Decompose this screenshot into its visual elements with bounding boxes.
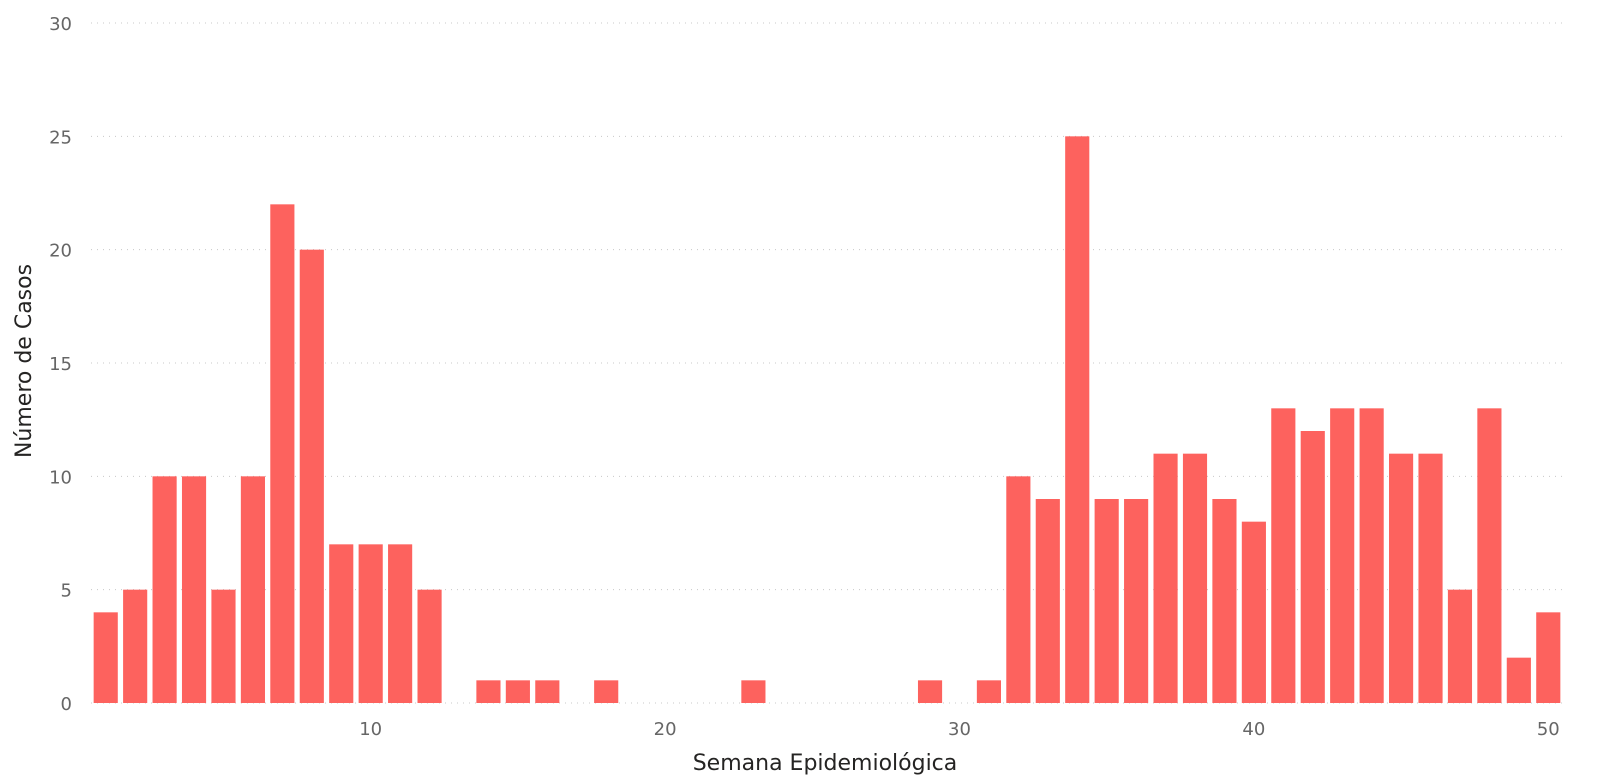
bar-week-38[interactable] xyxy=(1183,454,1207,703)
bar-week-14[interactable] xyxy=(476,680,500,703)
bar-week-49[interactable] xyxy=(1507,658,1531,703)
bar-week-12[interactable] xyxy=(417,590,441,703)
bar-week-34[interactable] xyxy=(1065,136,1089,703)
y-tick-label: 15 xyxy=(49,354,72,375)
x-tick-label: 50 xyxy=(1537,719,1560,740)
bar-week-44[interactable] xyxy=(1360,408,1384,703)
x-axis-title: Semana Epidemiológica xyxy=(693,751,958,776)
y-axis-title: Número de Casos xyxy=(12,264,37,458)
bar-week-10[interactable] xyxy=(359,544,383,703)
bar-week-16[interactable] xyxy=(535,680,559,703)
y-axis-ticks: 0 5 10 15 20 25 30 xyxy=(49,14,72,715)
bar-week-3[interactable] xyxy=(153,476,177,703)
bar-week-36[interactable] xyxy=(1124,499,1148,703)
bar-week-37[interactable] xyxy=(1153,454,1177,703)
x-axis-ticks: 10 20 30 40 50 xyxy=(359,719,1560,740)
bar-week-5[interactable] xyxy=(211,590,235,703)
x-tick-label: 10 xyxy=(359,719,382,740)
y-tick-label: 20 xyxy=(49,241,72,262)
bar-week-6[interactable] xyxy=(241,476,265,703)
bar-week-31[interactable] xyxy=(977,680,1001,703)
bar-week-2[interactable] xyxy=(123,590,147,703)
y-tick-label: 0 xyxy=(61,694,72,715)
y-tick-label: 10 xyxy=(49,467,72,488)
bar-week-32[interactable] xyxy=(1006,476,1030,703)
bar-week-33[interactable] xyxy=(1036,499,1060,703)
bar-week-48[interactable] xyxy=(1477,408,1501,703)
y-tick-label: 5 xyxy=(61,581,72,602)
bar-week-43[interactable] xyxy=(1330,408,1354,703)
bar-week-45[interactable] xyxy=(1389,454,1413,703)
x-tick-label: 40 xyxy=(1242,719,1265,740)
bar-week-42[interactable] xyxy=(1301,431,1325,703)
x-tick-label: 30 xyxy=(948,719,971,740)
bar-week-46[interactable] xyxy=(1418,454,1442,703)
bars xyxy=(94,136,1561,703)
bar-week-15[interactable] xyxy=(506,680,530,703)
x-tick-label: 20 xyxy=(654,719,677,740)
bar-week-8[interactable] xyxy=(300,250,324,703)
bar-week-11[interactable] xyxy=(388,544,412,703)
bar-week-9[interactable] xyxy=(329,544,353,703)
bar-week-39[interactable] xyxy=(1212,499,1236,703)
bar-week-41[interactable] xyxy=(1271,408,1295,703)
bar-week-18[interactable] xyxy=(594,680,618,703)
bar-week-7[interactable] xyxy=(270,204,294,703)
bar-week-35[interactable] xyxy=(1095,499,1119,703)
bar-week-1[interactable] xyxy=(94,612,118,703)
bar-week-47[interactable] xyxy=(1448,590,1472,703)
bar-week-50[interactable] xyxy=(1536,612,1560,703)
y-tick-label: 25 xyxy=(49,127,72,148)
bar-week-4[interactable] xyxy=(182,476,206,703)
bar-week-29[interactable] xyxy=(918,680,942,703)
y-tick-label: 30 xyxy=(49,14,72,35)
bar-week-40[interactable] xyxy=(1242,522,1266,703)
bar-week-23[interactable] xyxy=(741,680,765,703)
